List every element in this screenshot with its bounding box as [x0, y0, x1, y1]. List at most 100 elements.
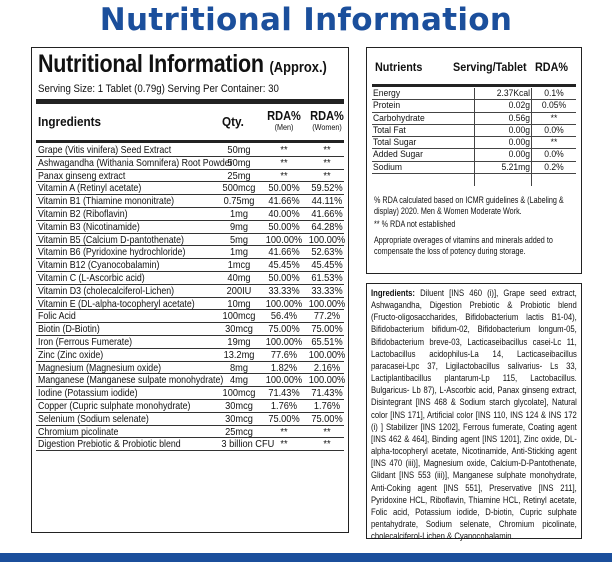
rda-men-value: 33.33% — [268, 284, 300, 297]
ingredients-label: Ingredients: — [371, 287, 415, 298]
rda-men-value: 75.00% — [268, 323, 300, 336]
rda-women-value: 33.33% — [311, 284, 343, 297]
ingredient-name: Biotin (D-Biotin) — [38, 323, 100, 336]
table-row: Vitamin B3 (Nicotinamide) 9mg 50.00% 64.28% — [36, 221, 344, 234]
rda-men-value: 56.4% — [270, 310, 298, 323]
table-row: Ashwagandha (Withania Somnifera) Root Po… — [36, 157, 344, 170]
ingredient-name: Chromium picolinate — [38, 425, 119, 438]
table-row: Iron (Ferrous Fumerate) 19mg 100.00% 65.51% — [36, 336, 344, 349]
nutrient-rda: 0.0% — [544, 149, 564, 161]
nutrient-value: 0.00g — [508, 137, 530, 149]
rda-women-value: ** — [323, 169, 331, 182]
page-heading: Nutritional Information — [99, 2, 513, 38]
rda-women-value: 100.00% — [308, 374, 346, 387]
ingredient-name: Vitamin C (L-Ascorbic acid) — [38, 271, 145, 284]
nutrient-rda: 0.05% — [541, 100, 567, 112]
rda-women-value: ** — [323, 438, 331, 451]
ingredient-qty: 25mcg — [225, 425, 253, 438]
rda-men-value: ** — [280, 156, 288, 169]
nutritional-information-panel: Nutritional Information (Approx.) Servin… — [31, 47, 349, 533]
rda-men-value: 71.43% — [268, 387, 300, 400]
table-row: Chromium picolinate 25mcg ** ** — [36, 426, 344, 439]
nutrient-rda: 0.2% — [544, 161, 564, 173]
ingredient-qty: 1mg — [230, 207, 248, 220]
ingredient-qty: 30mcg — [225, 399, 253, 412]
rda-men-value: 100.00% — [265, 233, 303, 246]
rda-men-value: 1.82% — [270, 361, 298, 374]
rda-men-value: 1.76% — [270, 399, 298, 412]
ingredient-qty: 1mcg — [227, 259, 251, 272]
table-row: Iodine (Potassium iodide) 100mcg 71.43% 71.… — [36, 387, 344, 400]
ingredients-text: Diluent [INS 460 (i)], Grape seed extrac… — [371, 287, 577, 542]
panel-title-text: Nutritional Information — [38, 50, 264, 78]
table-row: Vitamin B6 (Pyridoxine hydrochloride) 1mg… — [36, 246, 344, 260]
rda-women-value: 75.00% — [311, 323, 343, 336]
bottom-accent-bar — [0, 553, 612, 562]
rda-men-value: ** — [280, 169, 288, 182]
rda-men-value: 41.66% — [268, 195, 300, 208]
rda-women-value: 65.51% — [311, 335, 343, 348]
column-divider — [474, 88, 475, 186]
table-row: Manganese (Manganese sulpate monohydrate… — [36, 374, 346, 388]
ingredient-qty: 100mcg — [222, 387, 256, 400]
rda-men-value: 40.00% — [268, 207, 300, 220]
ingredient-qty: 4mg — [230, 374, 248, 387]
rda-men-value: ** — [280, 438, 288, 451]
rda-men-value: 50.00% — [268, 220, 300, 233]
nutrient-name: Protein — [373, 100, 401, 112]
ingredient-name: Iron (Ferrous Fumerate) — [38, 335, 133, 348]
header-ingredients: Ingredients — [38, 114, 102, 129]
rda-men-value: 45.45% — [268, 259, 300, 272]
ingredient-qty: 40mg — [227, 271, 251, 284]
nutrient-value: 0.00g — [508, 149, 530, 161]
ingredient-qty: 5mg — [230, 233, 248, 246]
header-nutrients: Nutrients — [375, 60, 423, 74]
ingredient-qty: 25mg — [227, 169, 251, 182]
rda-women-value: 77.2% — [313, 310, 341, 323]
nutrient-rda: ** — [550, 112, 558, 124]
nutrients-table-header: Nutrients Serving/Tablet RDA% — [367, 48, 581, 82]
table-row: Folic Acid 100mcg 56.4% 77.2% — [36, 310, 344, 324]
ingredient-name: Vitamin B5 (Calcium D-pantothenate) — [38, 233, 184, 246]
header-rda-women-label: RDA% — [310, 108, 344, 123]
table-row: Vitamin D3 (cholecalciferol-Lichen) 200IU… — [36, 285, 344, 298]
nutrient-value: 0.02g — [508, 100, 530, 112]
nutrient-value: 0.00g — [508, 124, 530, 136]
column-divider — [531, 88, 532, 186]
rda-women-value: 41.66% — [311, 207, 343, 220]
table-row: Selenium (Sodium selenate) 30mcg 75.00% 75.… — [36, 413, 344, 426]
ingredient-qty: 3 billion CFU — [221, 438, 275, 451]
rda-women-value: ** — [323, 425, 331, 438]
rda-women-value: 75.00% — [311, 412, 343, 425]
rda-men-value: ** — [280, 425, 288, 438]
ingredient-name: Magnesium (Magnesium oxide) — [38, 361, 162, 374]
header-rda-men: RDA% (Men) — [261, 108, 307, 132]
table-row: Vitamin B12 (Cyanocobalamin) 1mcg 45.45% 45… — [36, 259, 344, 272]
table-row: Vitamin B2 (Riboflavin) 1mg 40.00% 41.66% — [36, 208, 344, 221]
ingredient-qty: 500mcg — [222, 182, 256, 195]
rda-women-value: ** — [323, 144, 331, 156]
header-rda-women: RDA% (Women) — [304, 108, 350, 132]
rda-women-value: 100.00% — [308, 233, 346, 246]
rda-men-value: ** — [280, 144, 288, 156]
header-men-label: (Men) — [274, 123, 294, 132]
rda-women-value: 2.16% — [313, 361, 341, 374]
table-row: Copper (Cupric sulphate monohydrate) 30mc… — [36, 400, 344, 413]
header-rda-men-label: RDA% — [267, 108, 301, 123]
nutrient-value: 5.21mg — [501, 161, 530, 173]
rda-men-value: 100.00% — [265, 297, 303, 310]
rda-men-value: 100.00% — [265, 335, 303, 348]
nutrient-name: Carbohydrate — [373, 112, 425, 124]
rda-men-value: 41.66% — [268, 246, 300, 259]
rda-women-value: 52.63% — [311, 246, 343, 259]
nutrient-name: Added Sugar — [373, 149, 423, 161]
ingredient-name: Vitamin E (DL-alpha-tocopheryl acetate) — [38, 297, 195, 310]
rda-men-value: 75.00% — [268, 412, 300, 425]
nutrient-rda: 0.1% — [544, 88, 564, 99]
ingredient-qty: 13.2mg — [223, 348, 255, 361]
rda-women-value: 100.00% — [308, 348, 346, 361]
rda-women-value: 45.45% — [311, 259, 343, 272]
ingredient-qty: 100mcg — [222, 310, 256, 323]
rda-women-value: 71.43% — [311, 387, 343, 400]
table-row: Biotin (D-Biotin) 30mcg 75.00% 75.00% — [36, 323, 344, 336]
